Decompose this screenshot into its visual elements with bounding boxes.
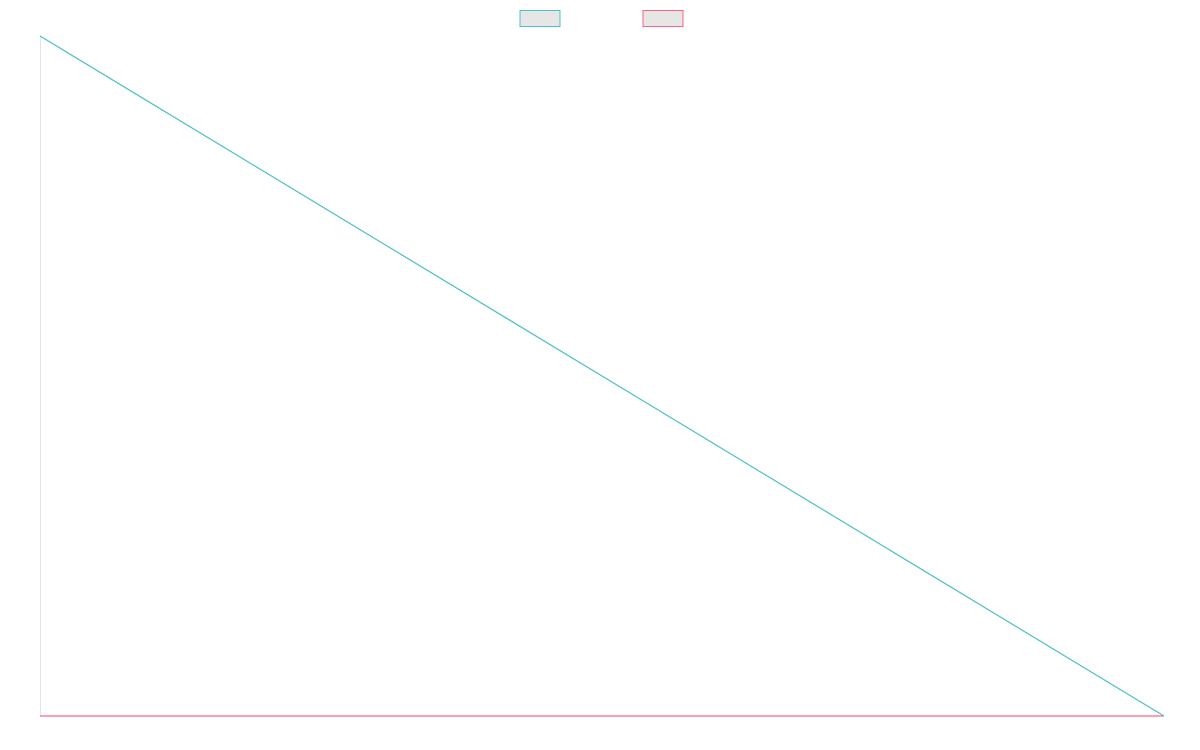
legend — [519, 10, 684, 27]
series-line-1 — [39, 35, 1165, 717]
legend-swatch-2[interactable] — [642, 10, 684, 27]
legend-swatch-1[interactable] — [519, 10, 561, 27]
series-layer — [39, 35, 1165, 717]
